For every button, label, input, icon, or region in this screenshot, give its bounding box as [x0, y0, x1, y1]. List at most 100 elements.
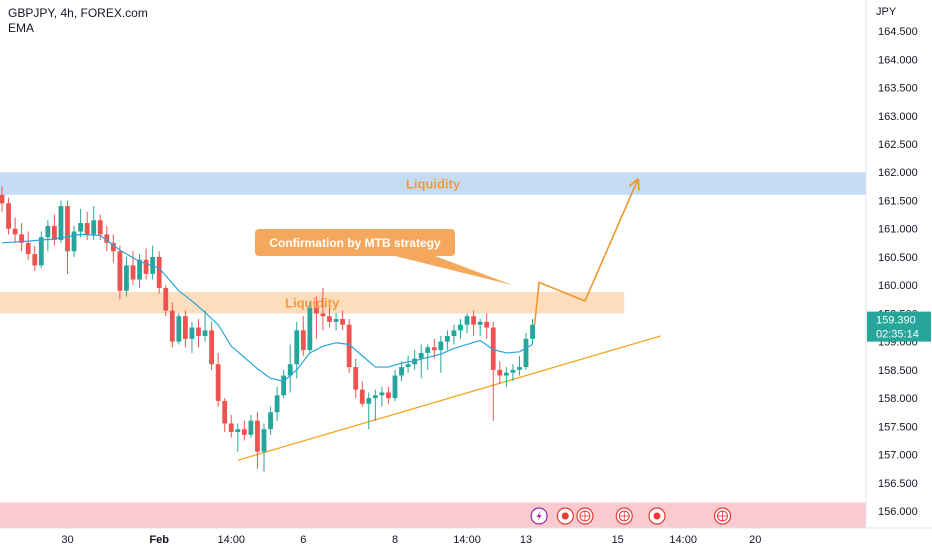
candle — [130, 251, 136, 286]
candle — [209, 321, 214, 370]
zone-red — [0, 502, 866, 528]
candle — [307, 302, 313, 353]
candle — [202, 310, 208, 342]
candle-body — [287, 364, 293, 376]
candle-body — [12, 228, 18, 235]
badge-bg — [867, 311, 931, 342]
candle — [327, 307, 332, 328]
candle-body — [399, 367, 404, 376]
candle — [91, 206, 97, 240]
projection-arrow — [533, 181, 638, 325]
candle — [490, 321, 496, 421]
x-tick-label: 15 — [612, 534, 624, 546]
candle — [510, 364, 516, 382]
candle-body — [97, 220, 103, 235]
candle — [32, 245, 38, 272]
zone-label: Liquidity — [406, 177, 461, 192]
candle-body — [274, 395, 280, 413]
candle — [52, 214, 57, 246]
candle — [333, 313, 339, 331]
candle — [150, 245, 156, 280]
y-tick-label: 158.500 — [878, 365, 918, 377]
candle-body — [241, 429, 247, 435]
candle-body — [445, 336, 450, 342]
candle — [78, 208, 83, 238]
candle — [379, 386, 385, 407]
candle-body — [117, 251, 123, 291]
badge-countdown: 02:35:14 — [876, 329, 919, 341]
candle-body — [169, 310, 175, 342]
zone-orange: Liquidity — [0, 291, 625, 314]
candle-body — [372, 395, 378, 399]
candle — [399, 361, 404, 382]
lightning-icon — [530, 507, 548, 525]
ema-line — [1, 233, 533, 382]
candle — [340, 310, 345, 331]
candle-body — [484, 321, 490, 328]
candle — [25, 231, 31, 260]
indicator-legend: EMA — [8, 21, 35, 35]
candle — [372, 389, 378, 421]
candle-body — [327, 316, 332, 322]
candle — [261, 423, 267, 472]
candle-body — [91, 220, 97, 235]
candle — [183, 310, 188, 348]
candle — [45, 220, 51, 252]
zone-rect — [0, 172, 866, 195]
candle-body — [458, 324, 463, 331]
y-tick-label: 161.000 — [878, 224, 918, 236]
candle — [228, 415, 234, 438]
candle — [215, 352, 221, 407]
candle-body — [510, 369, 516, 373]
candle-body — [32, 254, 38, 266]
candle — [189, 321, 195, 353]
candle-body — [124, 265, 129, 291]
dot-shape — [653, 512, 661, 520]
zone-rect — [0, 502, 866, 528]
candle — [517, 355, 522, 376]
candle — [530, 319, 535, 345]
candle-body — [307, 307, 313, 351]
dot-shape — [561, 512, 569, 520]
candle — [71, 225, 77, 257]
candle-body — [130, 265, 136, 280]
flag-icon — [713, 507, 732, 525]
callout-pointer — [395, 256, 513, 286]
candle — [471, 310, 476, 336]
candle-body — [346, 324, 352, 368]
event-markers — [530, 507, 732, 525]
current-price-badge: 159.390 02:35:14 — [867, 311, 931, 342]
candle-body — [58, 206, 64, 240]
candle-body — [333, 319, 339, 322]
price-axis-unit: JPY — [876, 6, 897, 18]
candle — [418, 344, 424, 379]
candle-body — [261, 429, 267, 452]
candle-body — [490, 327, 496, 370]
candle — [255, 412, 260, 469]
candle-body — [451, 330, 457, 336]
candle-body — [438, 341, 444, 351]
candle — [196, 319, 201, 348]
candle-body — [189, 327, 195, 339]
candle-body — [71, 231, 77, 252]
x-tick-label: 8 — [392, 534, 398, 546]
callout-box — [255, 229, 455, 256]
y-tick-label: 157.500 — [878, 421, 918, 433]
candle-body — [6, 203, 11, 229]
candle-body — [366, 398, 372, 404]
x-tick-label: 14:00 — [217, 534, 245, 546]
x-tick-label: 14:00 — [453, 534, 481, 546]
candle — [0, 186, 5, 212]
flag-icon — [615, 507, 633, 525]
candle-body — [281, 375, 287, 396]
candle — [523, 333, 529, 370]
candle-body — [248, 420, 254, 435]
candle — [366, 392, 372, 430]
candle-body — [215, 364, 221, 401]
candle-body — [503, 372, 509, 376]
candle-body — [78, 223, 83, 232]
candle-body — [392, 375, 398, 399]
zone-blue: Liquidity — [0, 172, 866, 195]
